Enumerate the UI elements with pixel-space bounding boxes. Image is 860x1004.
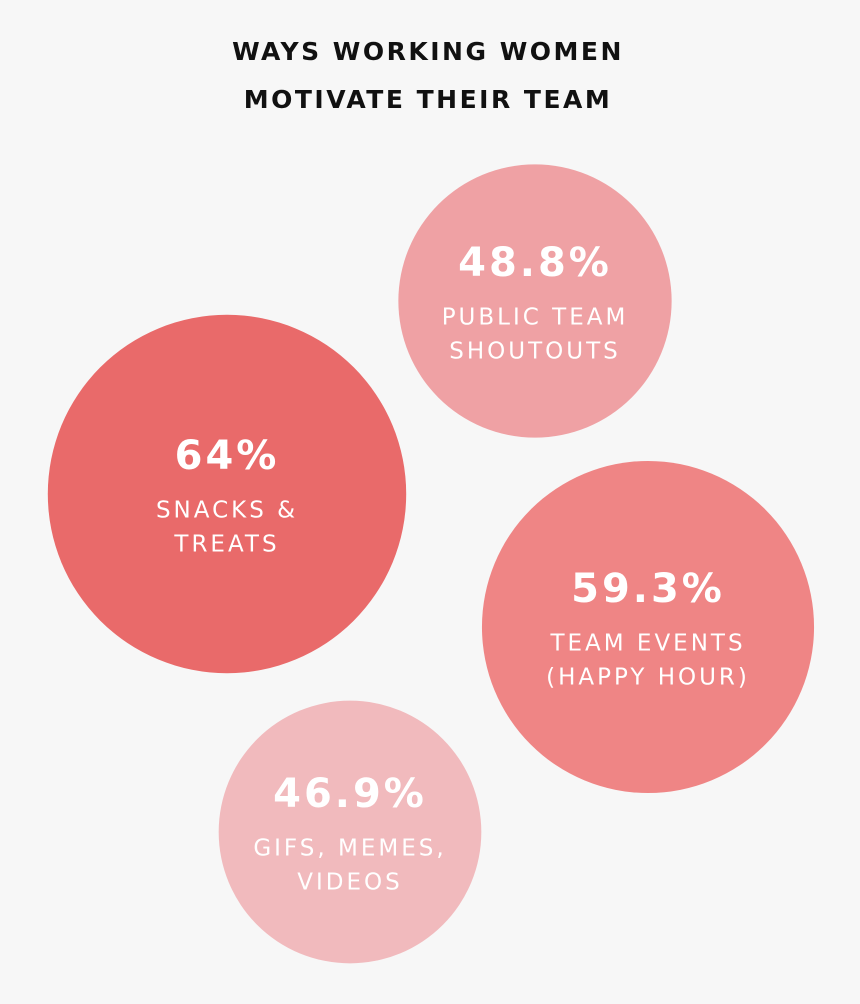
chart-title: WAYS WORKING WOMEN xyxy=(232,37,624,66)
bubble xyxy=(47,314,407,674)
bubble-label: SNACKS & xyxy=(156,498,298,524)
bubble-label: PUBLIC TEAM xyxy=(442,305,629,331)
bubble xyxy=(218,700,482,964)
bubble-label: TREATS xyxy=(173,532,279,558)
bubble-label: SHOUTOUTS xyxy=(449,339,620,365)
bubble xyxy=(481,460,815,794)
value-label: 48.8% xyxy=(458,240,612,286)
value-label: 59.3% xyxy=(571,566,725,612)
bubble-label: GIFS, MEMES, xyxy=(253,836,446,862)
bubble xyxy=(398,164,672,438)
value-label: 46.9% xyxy=(273,771,427,817)
bubble-label: (HAPPY HOUR) xyxy=(546,665,750,691)
value-label: 64% xyxy=(175,433,280,479)
bubble-label: TEAM EVENTS xyxy=(549,631,745,657)
chart-title: MOTIVATE THEIR TEAM xyxy=(244,85,613,114)
bubble-label: VIDEOS xyxy=(297,870,402,896)
